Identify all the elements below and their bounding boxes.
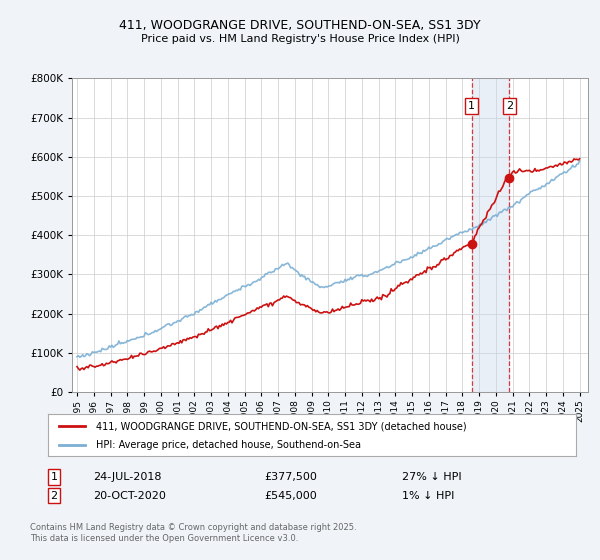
Text: £545,000: £545,000 xyxy=(264,491,317,501)
Text: 1: 1 xyxy=(468,101,475,111)
Text: 411, WOODGRANGE DRIVE, SOUTHEND-ON-SEA, SS1 3DY (detached house): 411, WOODGRANGE DRIVE, SOUTHEND-ON-SEA, … xyxy=(95,421,466,431)
Text: £377,500: £377,500 xyxy=(264,472,317,482)
Text: Price paid vs. HM Land Registry's House Price Index (HPI): Price paid vs. HM Land Registry's House … xyxy=(140,34,460,44)
Text: 1% ↓ HPI: 1% ↓ HPI xyxy=(402,491,454,501)
Text: 411, WOODGRANGE DRIVE, SOUTHEND-ON-SEA, SS1 3DY: 411, WOODGRANGE DRIVE, SOUTHEND-ON-SEA, … xyxy=(119,18,481,32)
Text: Contains HM Land Registry data © Crown copyright and database right 2025.
This d: Contains HM Land Registry data © Crown c… xyxy=(30,524,356,543)
Text: 2: 2 xyxy=(50,491,58,501)
Text: 20-OCT-2020: 20-OCT-2020 xyxy=(93,491,166,501)
Text: 24-JUL-2018: 24-JUL-2018 xyxy=(93,472,161,482)
Text: HPI: Average price, detached house, Southend-on-Sea: HPI: Average price, detached house, Sout… xyxy=(95,440,361,450)
Text: 1: 1 xyxy=(50,472,58,482)
Text: 2: 2 xyxy=(506,101,513,111)
Bar xyxy=(472,78,509,392)
Text: 27% ↓ HPI: 27% ↓ HPI xyxy=(402,472,461,482)
